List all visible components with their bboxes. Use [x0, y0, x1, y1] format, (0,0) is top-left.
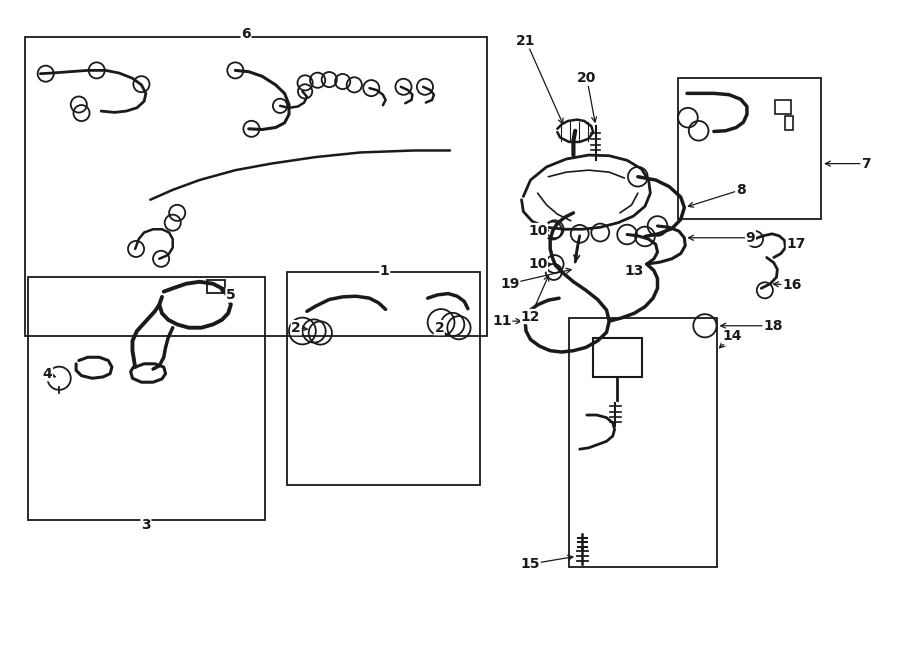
- Text: 4: 4: [42, 367, 52, 381]
- Text: 14: 14: [722, 329, 742, 344]
- Text: 21: 21: [517, 34, 535, 48]
- Bar: [775, 100, 791, 115]
- Text: 13: 13: [625, 263, 643, 277]
- Text: 15: 15: [521, 557, 540, 571]
- Text: 2: 2: [292, 320, 301, 335]
- Bar: [25, 37, 487, 336]
- Bar: [678, 78, 821, 219]
- Text: 18: 18: [763, 318, 783, 333]
- Text: 11: 11: [492, 314, 511, 328]
- Text: 1: 1: [380, 263, 390, 277]
- Text: 10: 10: [528, 224, 547, 238]
- Text: 8: 8: [736, 183, 745, 197]
- Bar: [28, 277, 265, 520]
- Text: 12: 12: [521, 310, 540, 324]
- Bar: [207, 280, 225, 293]
- Text: 6: 6: [241, 27, 251, 41]
- Text: 9: 9: [746, 231, 755, 245]
- Bar: [593, 338, 643, 377]
- Text: 10: 10: [528, 257, 547, 271]
- Text: 7: 7: [861, 157, 870, 171]
- Bar: [785, 116, 794, 130]
- Text: 5: 5: [226, 288, 236, 302]
- Text: 16: 16: [782, 278, 801, 292]
- Text: 2: 2: [435, 320, 444, 335]
- Text: 20: 20: [577, 71, 597, 85]
- Text: 3: 3: [141, 518, 150, 532]
- Text: 17: 17: [787, 238, 806, 252]
- Text: 19: 19: [500, 277, 519, 291]
- Bar: [569, 318, 716, 567]
- Bar: [287, 272, 480, 485]
